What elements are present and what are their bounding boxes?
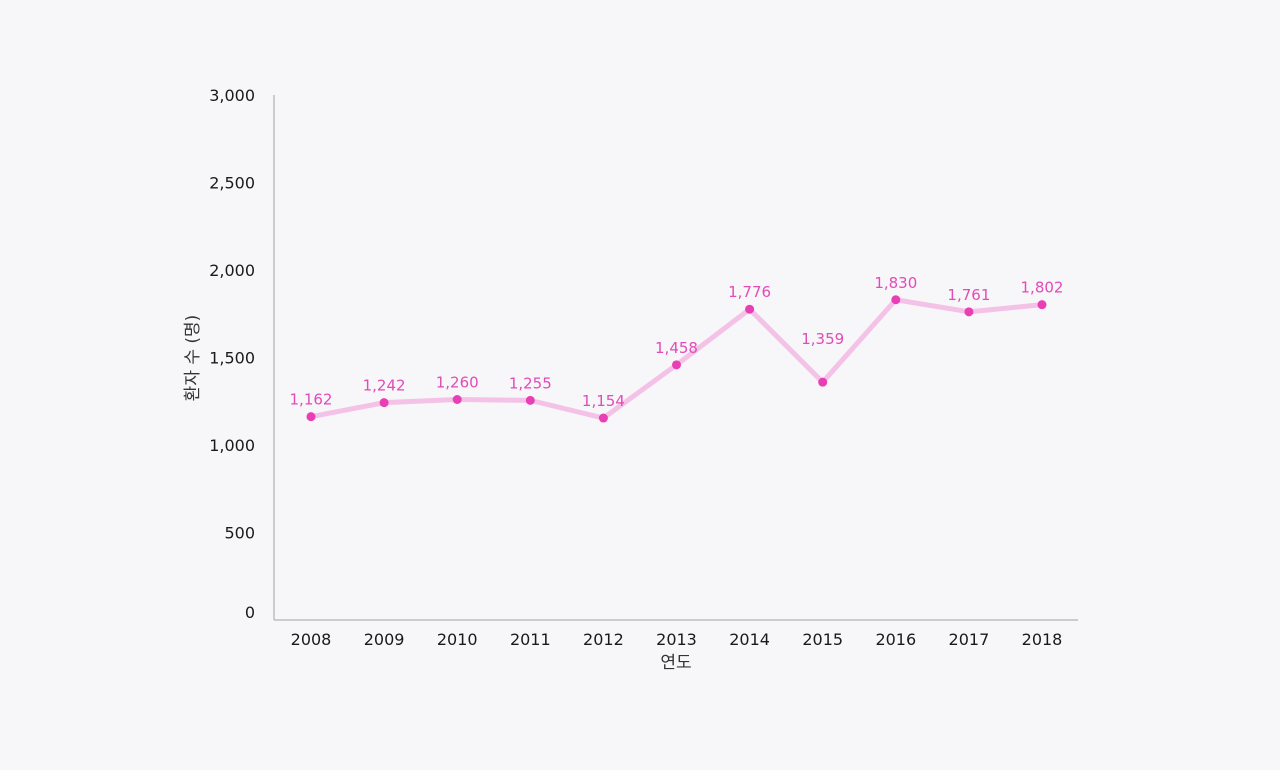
x-tick-label: 2016	[875, 630, 916, 649]
y-tick-label: 1,500	[209, 349, 255, 368]
x-tick-label: 2013	[656, 630, 697, 649]
data-point	[525, 395, 535, 405]
data-label: 1,255	[509, 374, 552, 392]
x-tick-label: 2008	[291, 630, 332, 649]
data-point	[891, 295, 901, 305]
data-point	[598, 413, 608, 423]
data-points	[306, 295, 1047, 423]
x-tick-label: 2017	[949, 630, 990, 649]
data-labels: 1,162 1,242 1,260 1,255 1,154 1,458 1,776 1,359…	[290, 274, 1064, 410]
y-tick-label: 1,000	[209, 436, 255, 455]
x-tick-label: 2018	[1022, 630, 1063, 649]
y-axis-title: 환자 수 (명)	[183, 315, 203, 402]
x-tick-label: 2014	[729, 630, 770, 649]
x-tick-label: 2011	[510, 630, 551, 649]
y-tick-label: 3,000	[209, 86, 255, 105]
y-tick-label: 500	[224, 524, 255, 543]
data-label: 1,761	[947, 286, 990, 304]
data-label: 1,802	[1021, 279, 1064, 297]
y-tick-labels: 0 500 1,000 1,500 2,000 2,500 3,000	[209, 86, 255, 622]
data-point	[306, 412, 316, 422]
data-point	[452, 395, 462, 404]
x-tick-label: 2009	[364, 630, 405, 649]
data-label: 1,359	[801, 330, 844, 348]
y-tick-label: 0	[245, 603, 255, 622]
data-label: 1,154	[582, 392, 625, 410]
data-point	[672, 360, 681, 370]
series-line	[308, 297, 1045, 421]
data-label: 1,830	[874, 274, 917, 292]
data-label: 1,162	[290, 391, 333, 409]
data-label: 1,458	[655, 339, 698, 357]
x-tick-labels: 2008 2009 2010 2011 2012 2013 2014 2015 2016 2017…	[291, 630, 1063, 649]
y-tick-label: 2,000	[209, 261, 255, 280]
x-axis-title: 연도	[660, 653, 691, 673]
data-point	[1037, 300, 1047, 310]
data-label: 1,242	[363, 377, 406, 395]
data-point	[818, 377, 828, 387]
y-tick-label: 2,500	[209, 174, 255, 193]
x-tick-label: 2012	[583, 630, 624, 649]
x-tick-label: 2015	[802, 630, 843, 649]
data-point	[379, 398, 389, 408]
data-label: 1,260	[436, 374, 479, 392]
data-point	[964, 307, 974, 317]
x-tick-label: 2010	[437, 630, 478, 649]
data-label: 1,776	[728, 283, 771, 301]
data-point	[745, 304, 755, 314]
